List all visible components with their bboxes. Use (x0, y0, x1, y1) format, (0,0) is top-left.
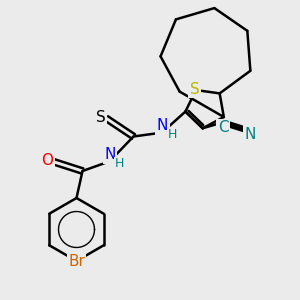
Text: S: S (190, 82, 199, 97)
Text: S: S (96, 110, 105, 124)
Text: H: H (168, 128, 177, 141)
Text: H: H (115, 157, 124, 170)
Text: C: C (218, 120, 229, 135)
Text: Br: Br (68, 254, 85, 269)
Text: N: N (104, 147, 116, 162)
Text: N: N (157, 118, 168, 134)
Text: O: O (41, 153, 53, 168)
Text: N: N (244, 127, 256, 142)
